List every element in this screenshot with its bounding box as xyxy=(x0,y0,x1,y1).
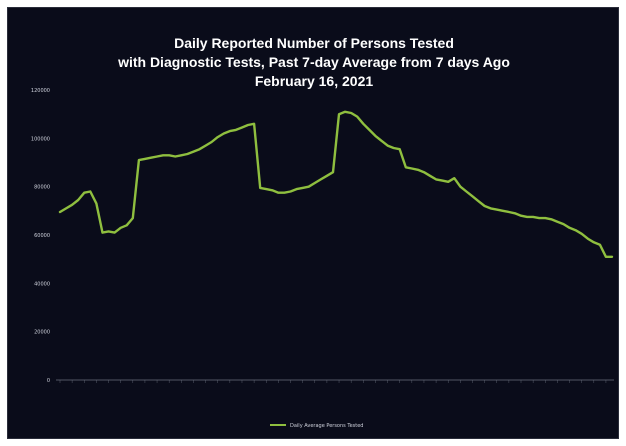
series-line-daily-average-persons-tested xyxy=(58,110,614,259)
y-tick-label: 0 xyxy=(47,378,50,384)
y-tick-label: 100000 xyxy=(31,136,50,142)
y-tick-label: 60000 xyxy=(34,233,50,239)
chart-title: Daily Reported Number of Persons Tested … xyxy=(117,35,510,89)
chart-title-line-1: Daily Reported Number of Persons Tested xyxy=(174,35,454,51)
x-axis xyxy=(56,379,614,383)
chart-title-line-2: with Diagnostic Tests, Past 7-day Averag… xyxy=(117,54,510,70)
y-tick-label: 40000 xyxy=(34,281,50,287)
chart-panel: Daily Reported Number of Persons Tested … xyxy=(7,7,619,439)
chart-title-line-3: February 16, 2021 xyxy=(255,73,374,89)
y-tick-label: 120000 xyxy=(31,88,50,94)
y-tick-label: 20000 xyxy=(34,330,50,336)
legend: Daily Average Persons Tested xyxy=(270,423,363,429)
y-tick-label: 80000 xyxy=(34,185,50,191)
line-chart: Daily Reported Number of Persons Tested … xyxy=(31,35,614,429)
series-group xyxy=(58,110,614,259)
y-axis: 0 20000 40000 60000 80000 100000 120000 xyxy=(31,88,50,384)
legend-label: Daily Average Persons Tested xyxy=(290,423,363,429)
